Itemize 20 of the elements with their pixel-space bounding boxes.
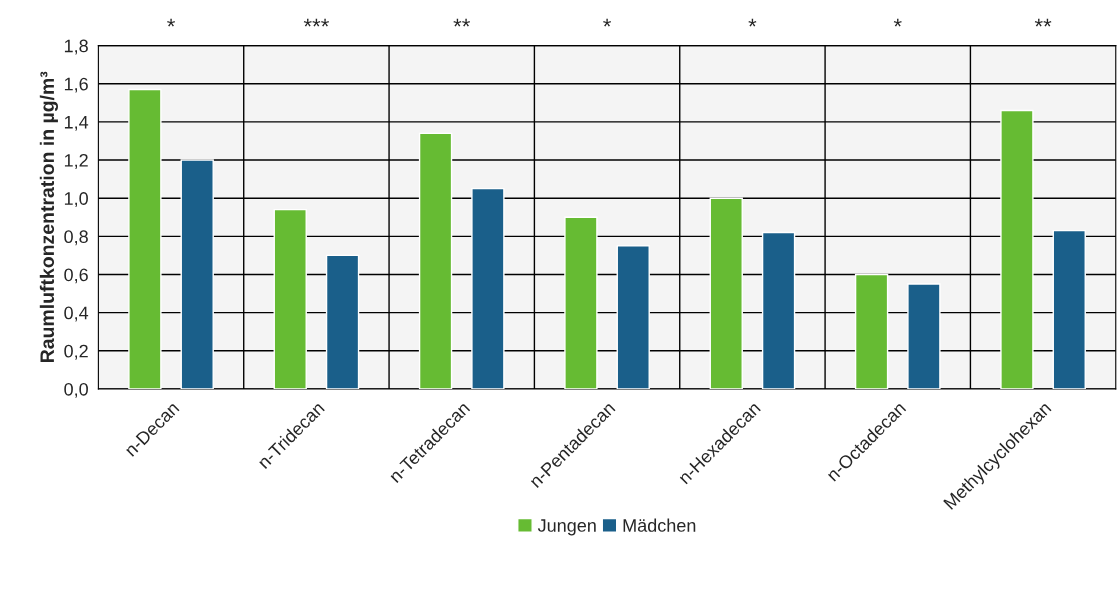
legend-label: Mädchen [623,518,696,532]
y-tick-label: 1,0 [64,192,88,208]
y-tick-label: 0,6 [64,268,88,284]
text: * [748,18,757,27]
y-tick-label: 0,4 [64,306,89,322]
text: *** [303,18,330,27]
legend-label: Jungen [537,519,596,536]
y-tick-label: 1,8 [64,39,88,55]
y-tick-label: 1,2 [64,153,88,169]
text: * [603,18,612,27]
y-tick-label: 0,8 [64,230,88,246]
y-tick-label: 0,2 [64,344,88,360]
text: ** [1034,18,1052,27]
y-axis-title: Raumluftkonzentration in µg/m³ [39,71,59,362]
text: * [167,18,176,27]
y-tick-label: 1,6 [64,77,88,93]
y-tick-label: 0,0 [64,382,88,398]
text: * [893,18,902,27]
text: ** [453,18,471,27]
y-tick-label: 1,4 [64,116,89,131]
